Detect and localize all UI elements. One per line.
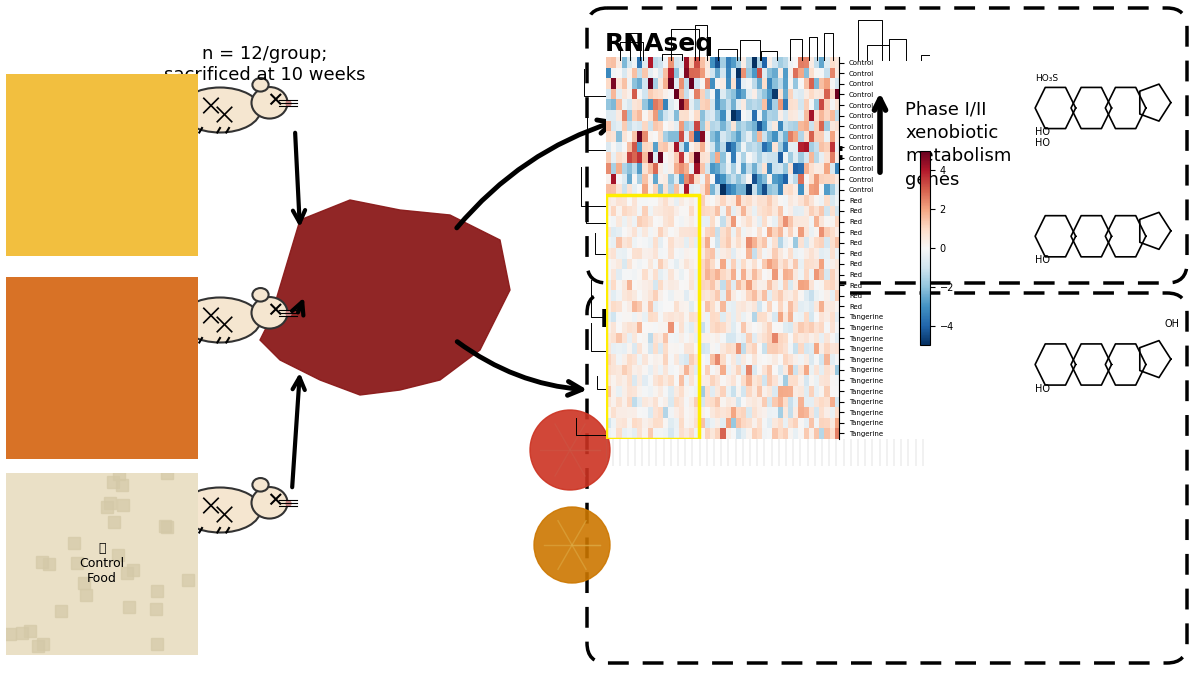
Ellipse shape [252,478,269,491]
Circle shape [534,507,610,583]
Text: HO₃S: HO₃S [1036,74,1058,83]
Ellipse shape [180,298,260,342]
Ellipse shape [180,88,260,132]
Text: OH: OH [1164,319,1180,329]
Text: HO: HO [1036,255,1050,265]
Ellipse shape [252,297,288,329]
Ellipse shape [252,487,288,518]
Circle shape [685,75,796,185]
Ellipse shape [252,78,269,92]
Text: Phase I/II
xenobiotic
metabolism
genes: Phase I/II xenobiotic metabolism genes [905,100,1012,189]
Bar [606,195,700,439]
Polygon shape [260,200,510,395]
Text: n = 12/group;
sacrificed at 10 weeks: n = 12/group; sacrificed at 10 weeks [164,45,366,84]
Circle shape [706,145,805,245]
Text: RNAseq: RNAseq [605,32,714,56]
Ellipse shape [252,288,269,302]
Text: Metabolomics: Metabolomics [600,308,797,332]
Text: HO: HO [1036,127,1050,137]
Ellipse shape [252,87,288,119]
Text: =: = [814,136,846,174]
Ellipse shape [180,487,260,533]
Text: HO: HO [1036,383,1050,394]
Text: HO: HO [1036,138,1050,148]
Circle shape [670,60,810,200]
Circle shape [530,410,610,490]
Text: 🍚
Control
Food: 🍚 Control Food [79,542,125,585]
Circle shape [690,130,820,260]
